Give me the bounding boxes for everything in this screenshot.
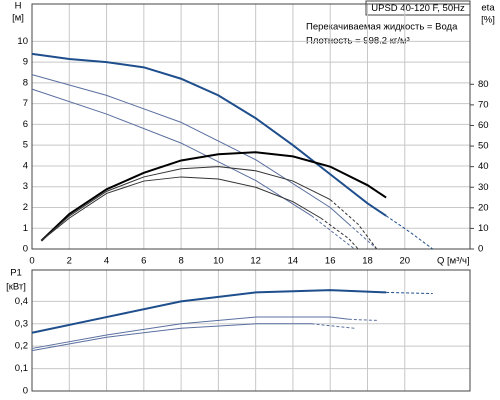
y2-tick-label: 80 bbox=[478, 79, 489, 90]
y-axis-unit: [м] bbox=[12, 13, 24, 24]
y2-tick-label: 0 bbox=[478, 244, 483, 255]
y2-tick-label: 40 bbox=[478, 161, 489, 172]
y-tick-label: 2 bbox=[23, 202, 28, 213]
y-tick-label: 0,1 bbox=[15, 363, 28, 374]
chart-title: UPSD 40-120 F, 50Hz bbox=[371, 3, 465, 14]
y-tick-label: 1 bbox=[23, 223, 28, 234]
y2-axis-unit: [%] bbox=[481, 15, 495, 26]
curve bbox=[320, 217, 359, 250]
curve bbox=[31, 316, 349, 349]
curve bbox=[348, 318, 377, 321]
y-tick-label: 5 bbox=[23, 140, 28, 151]
y-axis-label: P1 bbox=[10, 268, 22, 279]
y-tick-label: 10 bbox=[17, 36, 28, 47]
x-tick-label: 12 bbox=[250, 256, 261, 267]
y-tick-label: 7 bbox=[23, 98, 28, 109]
y2-tick-label: 30 bbox=[478, 182, 489, 193]
curve bbox=[31, 323, 312, 352]
curve bbox=[31, 52, 387, 217]
y2-tick-label: 70 bbox=[478, 99, 489, 110]
y-axis-label: H bbox=[15, 1, 22, 12]
curve bbox=[40, 166, 331, 242]
annotation: Перекачиваемая жидкость = Вода bbox=[306, 22, 458, 33]
y-tick-label: 0,3 bbox=[15, 318, 28, 329]
y-tick-label: 0 bbox=[23, 386, 28, 397]
x-tick-label: 8 bbox=[178, 256, 183, 267]
curve bbox=[311, 215, 355, 250]
x-tick-label: 14 bbox=[288, 256, 299, 267]
x-tick-label: 10 bbox=[213, 256, 224, 267]
y2-tick-label: 20 bbox=[478, 202, 489, 213]
y-tick-label: 0 bbox=[23, 244, 28, 255]
plot-frame bbox=[31, 3, 471, 250]
x-tick-label: 4 bbox=[104, 256, 109, 267]
y-tick-label: 0,4 bbox=[15, 296, 28, 307]
x-axis-label: Q [м³/ч] bbox=[437, 256, 470, 267]
curve bbox=[329, 199, 378, 250]
y-tick-label: 8 bbox=[23, 77, 28, 88]
x-tick-label: 16 bbox=[325, 256, 336, 267]
curve bbox=[31, 289, 387, 334]
curve bbox=[385, 215, 434, 250]
y-tick-label: 9 bbox=[23, 57, 28, 68]
x-tick-label: 0 bbox=[29, 256, 34, 267]
y2-tick-label: 60 bbox=[478, 120, 489, 131]
y-tick-label: 3 bbox=[23, 181, 28, 192]
curve bbox=[31, 88, 312, 217]
y-tick-label: 6 bbox=[23, 119, 28, 130]
curve bbox=[31, 74, 350, 225]
y-axis-unit: [кВт] bbox=[6, 282, 26, 293]
curve bbox=[348, 223, 378, 250]
y2-axis-label: eta bbox=[481, 3, 495, 14]
y2-tick-label: 10 bbox=[478, 223, 489, 234]
y2-tick-label: 50 bbox=[478, 141, 489, 152]
x-tick-label: 6 bbox=[141, 256, 146, 267]
x-tick-label: 2 bbox=[67, 256, 72, 267]
x-tick-label: 18 bbox=[362, 256, 373, 267]
curve bbox=[386, 291, 433, 295]
y-tick-label: 4 bbox=[23, 160, 28, 171]
curve bbox=[311, 323, 355, 329]
curve bbox=[40, 151, 387, 242]
x-tick-label: 20 bbox=[399, 256, 410, 267]
y-tick-label: 0,2 bbox=[15, 341, 28, 352]
curve bbox=[41, 176, 322, 242]
plot-frame bbox=[31, 269, 471, 392]
